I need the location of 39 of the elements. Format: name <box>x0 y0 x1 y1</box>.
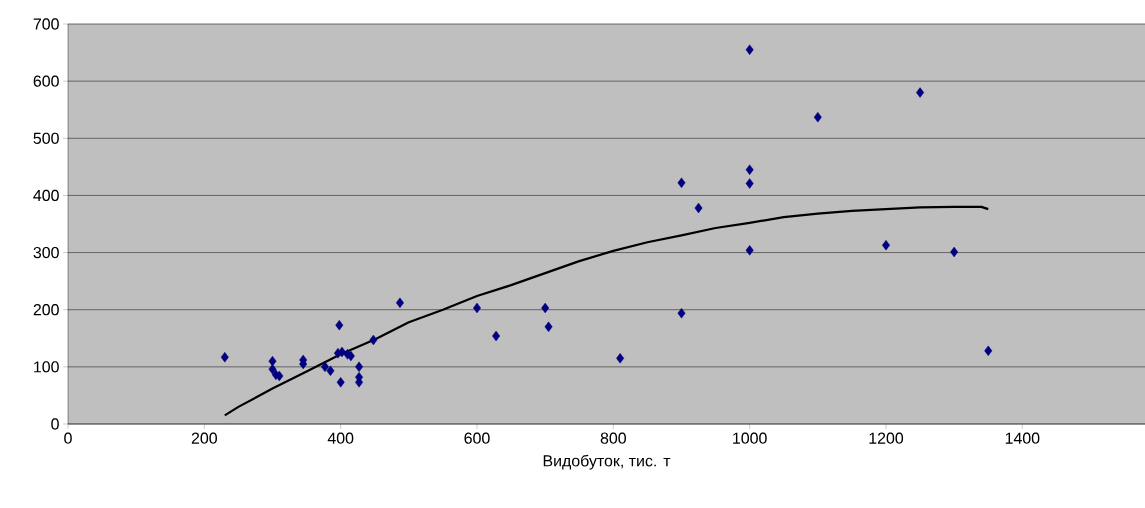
x-tick-label: 0 <box>64 432 72 444</box>
point <box>544 321 553 333</box>
x-tick-label: 1000 <box>733 432 767 444</box>
point <box>355 361 364 373</box>
point <box>916 87 925 98</box>
x-tick-label: 1200 <box>869 432 904 444</box>
point <box>745 178 754 189</box>
y-tick-label: 400 <box>33 189 59 202</box>
x-tick-label: 400 <box>327 432 354 444</box>
y-tick-label: 300 <box>33 246 59 259</box>
point <box>326 365 335 377</box>
x-tick-label: 1400 <box>1005 432 1040 444</box>
point <box>984 345 993 357</box>
y-tick-label: 500 <box>33 132 59 144</box>
point <box>616 353 625 364</box>
point <box>541 302 550 314</box>
x-axis-title: Видобуток, тис. т <box>543 454 671 470</box>
point <box>694 202 703 214</box>
point <box>950 246 959 258</box>
point <box>369 334 378 346</box>
point <box>745 44 754 55</box>
point <box>492 330 501 342</box>
point <box>745 245 754 256</box>
point <box>677 177 686 189</box>
point <box>268 355 277 367</box>
x-tick-label: 600 <box>464 432 490 444</box>
y-tick-label: 100 <box>34 361 59 373</box>
point <box>336 377 345 388</box>
point <box>677 307 686 319</box>
x-tick-label: 200 <box>191 432 217 444</box>
point <box>220 351 229 363</box>
point <box>813 111 822 123</box>
y-tick-label: 200 <box>33 304 59 316</box>
point <box>335 319 344 331</box>
y-tick-label: 700 <box>33 18 59 30</box>
point <box>745 164 754 175</box>
y-tick-label: 600 <box>33 75 59 87</box>
y-tick-label: 0 <box>51 418 59 430</box>
x-tick-label: 800 <box>600 432 626 444</box>
